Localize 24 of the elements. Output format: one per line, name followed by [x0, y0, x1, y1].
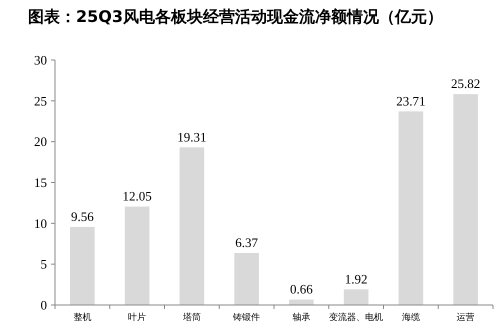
title: 图表：25Q3风电各板块经营活动现金流净额情况（亿元） [28, 7, 443, 26]
x-tick-label: 整机 [73, 312, 92, 323]
y-tick-label: 0 [40, 298, 47, 312]
y-tick-label: 5 [40, 256, 47, 272]
y-tick-label: 15 [34, 175, 47, 190]
data-label: 6.37 [235, 234, 258, 250]
x-tick-label: 海缆 [402, 312, 420, 323]
data-label: 12.05 [122, 188, 152, 204]
y-tick-label: 30 [34, 52, 47, 68]
x-tick-label: 变流器、电机 [329, 312, 384, 323]
data-label: 23.71 [396, 93, 426, 108]
y-tick-label: 20 [34, 134, 47, 150]
data-label: 9.56 [71, 208, 94, 224]
y-tick-label: 10 [34, 216, 47, 231]
data-label: 0.66 [290, 282, 314, 297]
data-label: 1.92 [344, 271, 368, 286]
y-tick-label: 25 [34, 93, 47, 108]
x-tick-label: 叶片 [128, 312, 146, 323]
data-label: 25.82 [451, 76, 480, 92]
x-tick-label: 塔筒 [182, 312, 201, 323]
x-tick-label: 轴承 [292, 312, 310, 323]
x-tick-label: 运营 [456, 312, 475, 323]
x-tick-label: 铸锻件 [232, 312, 260, 323]
data-label: 19.31 [177, 129, 206, 144]
